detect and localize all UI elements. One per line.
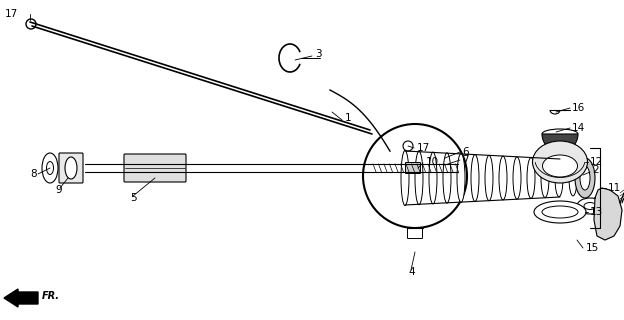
Ellipse shape (580, 166, 590, 190)
Polygon shape (594, 188, 622, 240)
Text: 15: 15 (586, 243, 599, 253)
Ellipse shape (42, 153, 58, 183)
Wedge shape (542, 134, 578, 152)
Ellipse shape (532, 141, 588, 183)
Text: 3: 3 (315, 49, 321, 59)
Text: 7: 7 (462, 155, 469, 165)
Ellipse shape (485, 155, 493, 201)
Ellipse shape (527, 158, 535, 198)
Ellipse shape (555, 159, 563, 197)
Text: 8: 8 (30, 169, 37, 179)
Text: 10: 10 (426, 157, 439, 167)
Ellipse shape (457, 154, 465, 202)
FancyBboxPatch shape (407, 228, 422, 238)
Text: 4: 4 (408, 267, 414, 277)
Ellipse shape (499, 156, 507, 200)
Ellipse shape (584, 203, 596, 210)
Ellipse shape (542, 155, 577, 177)
FancyArrow shape (4, 289, 38, 307)
Text: 14: 14 (572, 123, 585, 133)
Text: 5: 5 (130, 193, 137, 203)
Ellipse shape (429, 152, 437, 204)
Ellipse shape (415, 151, 423, 205)
Ellipse shape (471, 155, 479, 202)
Text: 13: 13 (590, 207, 603, 217)
Ellipse shape (401, 150, 409, 205)
Text: 2: 2 (592, 165, 598, 175)
Text: 17: 17 (5, 9, 18, 19)
FancyBboxPatch shape (406, 163, 421, 173)
FancyBboxPatch shape (59, 153, 83, 183)
Ellipse shape (65, 157, 77, 179)
Text: 12: 12 (590, 157, 603, 167)
Text: 1: 1 (345, 113, 352, 123)
Text: 11: 11 (608, 183, 622, 193)
Ellipse shape (541, 158, 549, 197)
Text: 9: 9 (55, 185, 62, 195)
Ellipse shape (577, 198, 603, 214)
Text: FR.: FR. (42, 291, 60, 301)
Text: 17: 17 (417, 143, 431, 153)
Text: 6: 6 (462, 147, 469, 157)
Ellipse shape (47, 162, 54, 174)
FancyBboxPatch shape (124, 154, 186, 182)
Ellipse shape (542, 206, 578, 218)
Ellipse shape (575, 158, 595, 198)
Ellipse shape (534, 201, 586, 223)
Ellipse shape (443, 153, 451, 203)
Ellipse shape (513, 157, 521, 199)
Ellipse shape (569, 160, 577, 196)
Text: 16: 16 (572, 103, 585, 113)
